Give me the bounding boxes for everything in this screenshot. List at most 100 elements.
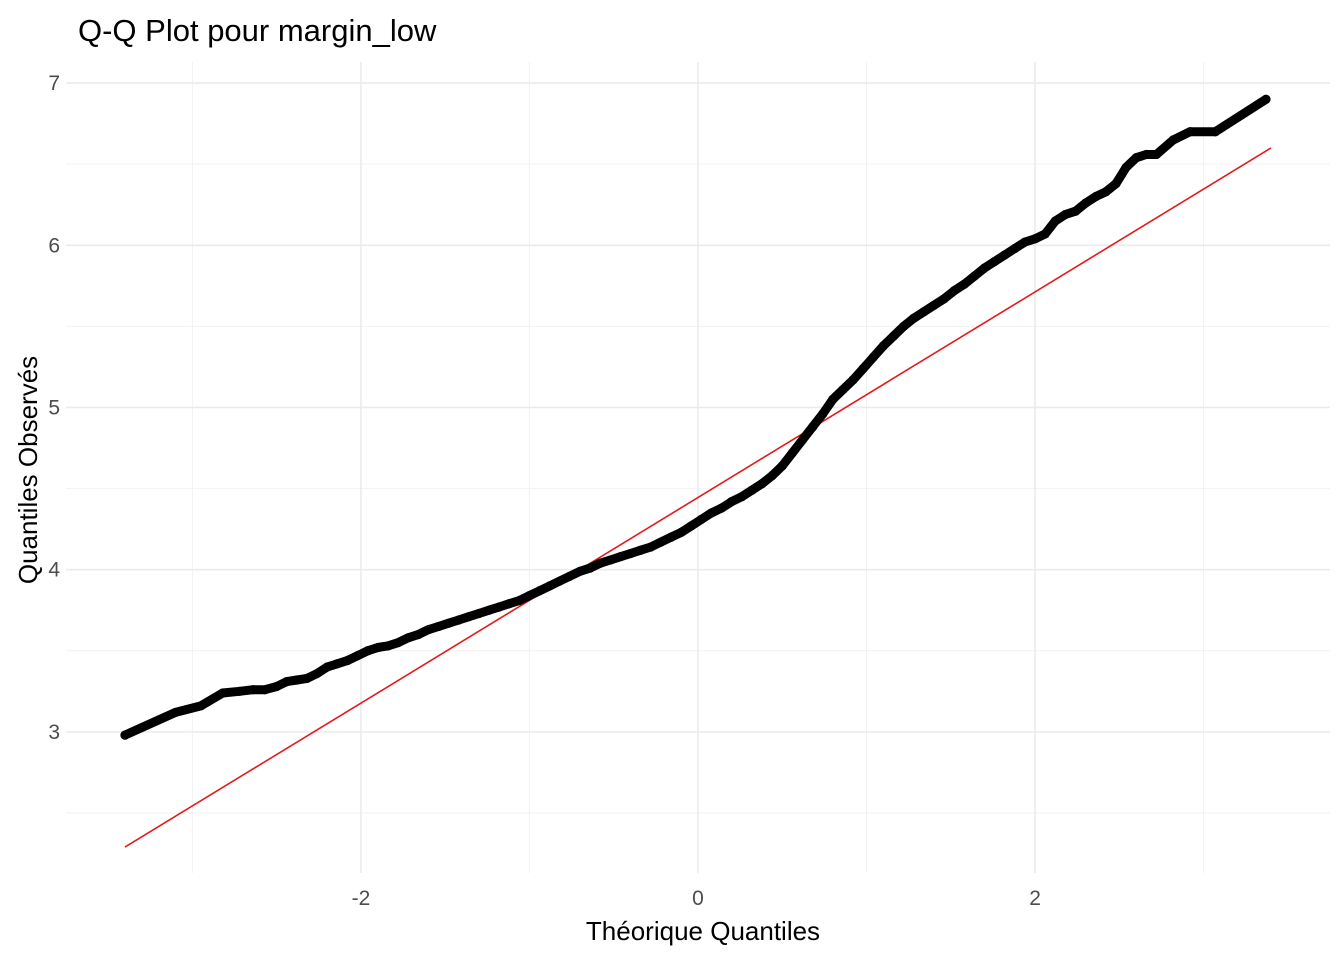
- data-point: [373, 642, 383, 653]
- y-tick-label: 7: [48, 72, 60, 95]
- data-point: [899, 321, 909, 331]
- data-point: [828, 394, 838, 404]
- data-point: [858, 363, 868, 374]
- data-point: [878, 341, 888, 351]
- data-point: [676, 527, 686, 537]
- data-point: [1261, 94, 1271, 104]
- data-point: [1210, 127, 1220, 137]
- data-point: [1121, 162, 1131, 173]
- data-point: [352, 651, 363, 661]
- data-point: [939, 294, 949, 304]
- data-point: [1091, 192, 1101, 202]
- data-point: [464, 612, 474, 622]
- data-point: [1000, 250, 1010, 260]
- data-point: [909, 313, 919, 323]
- data-point: [393, 638, 403, 648]
- data-point: [1050, 216, 1060, 226]
- data-point: [1060, 209, 1071, 220]
- reference-line: [124, 147, 1272, 848]
- data-point: [1141, 149, 1151, 160]
- data-point: [196, 701, 206, 711]
- data-point: [1185, 127, 1195, 137]
- data-point: [848, 375, 858, 385]
- data-point: [838, 385, 848, 395]
- data-point: [1070, 206, 1081, 216]
- data-point: [969, 271, 979, 281]
- data-point: [979, 263, 990, 273]
- data-point: [808, 422, 818, 432]
- data-point: [656, 537, 666, 547]
- data-point: [696, 514, 706, 525]
- data-point: [1151, 149, 1162, 160]
- data-point: [484, 605, 494, 615]
- data-point: [575, 566, 585, 576]
- data-point: [272, 681, 282, 692]
- data-point: [1081, 198, 1091, 208]
- data-point: [1131, 153, 1141, 163]
- data-point: [555, 576, 565, 586]
- data-point: [1010, 243, 1020, 254]
- data-point: [737, 492, 747, 502]
- data-point: [248, 685, 258, 695]
- data-point: [959, 279, 969, 289]
- data-point: [716, 503, 727, 513]
- data-point: [443, 618, 454, 628]
- y-tick-label: 3: [48, 721, 60, 744]
- data-point: [636, 545, 646, 555]
- data-point: [727, 496, 737, 507]
- data-point: [888, 331, 899, 341]
- data-point: [363, 646, 373, 656]
- data-point: [686, 521, 696, 531]
- data-point: [666, 532, 676, 542]
- data-point: [777, 461, 787, 471]
- data-point: [282, 677, 292, 687]
- x-axis-title: Théorique Quantiles: [586, 916, 820, 946]
- data-point: [646, 542, 656, 552]
- data-point: [545, 581, 555, 591]
- data-point: [565, 571, 575, 581]
- data-point: [1040, 229, 1050, 239]
- data-point: [868, 352, 878, 362]
- data-point: [474, 608, 484, 619]
- data-point: [504, 599, 514, 609]
- data-point: [332, 659, 342, 669]
- data-point: [120, 730, 130, 740]
- data-point: [534, 586, 545, 596]
- data-point: [818, 409, 828, 419]
- major-gridlines: [66, 62, 1330, 873]
- data-point: [1168, 135, 1178, 145]
- data-point: [919, 307, 929, 317]
- data-point: [494, 602, 504, 612]
- data-point: [260, 685, 270, 695]
- data-point: [292, 675, 302, 685]
- data-point: [170, 707, 181, 718]
- data-point: [403, 633, 413, 643]
- data-point: [218, 688, 228, 698]
- data-point: [797, 435, 808, 445]
- data-point: [413, 629, 423, 640]
- y-tick-label: 5: [48, 396, 60, 419]
- data-point: [625, 548, 636, 559]
- data-point: [757, 479, 767, 489]
- data-point: [322, 662, 332, 672]
- data-point: [383, 641, 393, 651]
- y-tick-label: 6: [48, 234, 60, 257]
- data-point: [787, 448, 797, 458]
- data-point: [1111, 179, 1121, 189]
- data-point: [706, 508, 717, 518]
- data-point: [1030, 234, 1040, 244]
- data-point: [990, 256, 1000, 267]
- data-point: [433, 621, 444, 632]
- x-tick-labels: -2 0 2: [352, 887, 1041, 910]
- data-point: [454, 615, 464, 625]
- data-point: [767, 471, 777, 481]
- data-point: [524, 591, 535, 601]
- data-point: [234, 686, 245, 696]
- data-point: [747, 485, 757, 495]
- data-point: [615, 552, 626, 562]
- data-point: [514, 595, 524, 606]
- data-point: [312, 668, 322, 679]
- data-point: [929, 300, 939, 310]
- data-point: [342, 655, 353, 666]
